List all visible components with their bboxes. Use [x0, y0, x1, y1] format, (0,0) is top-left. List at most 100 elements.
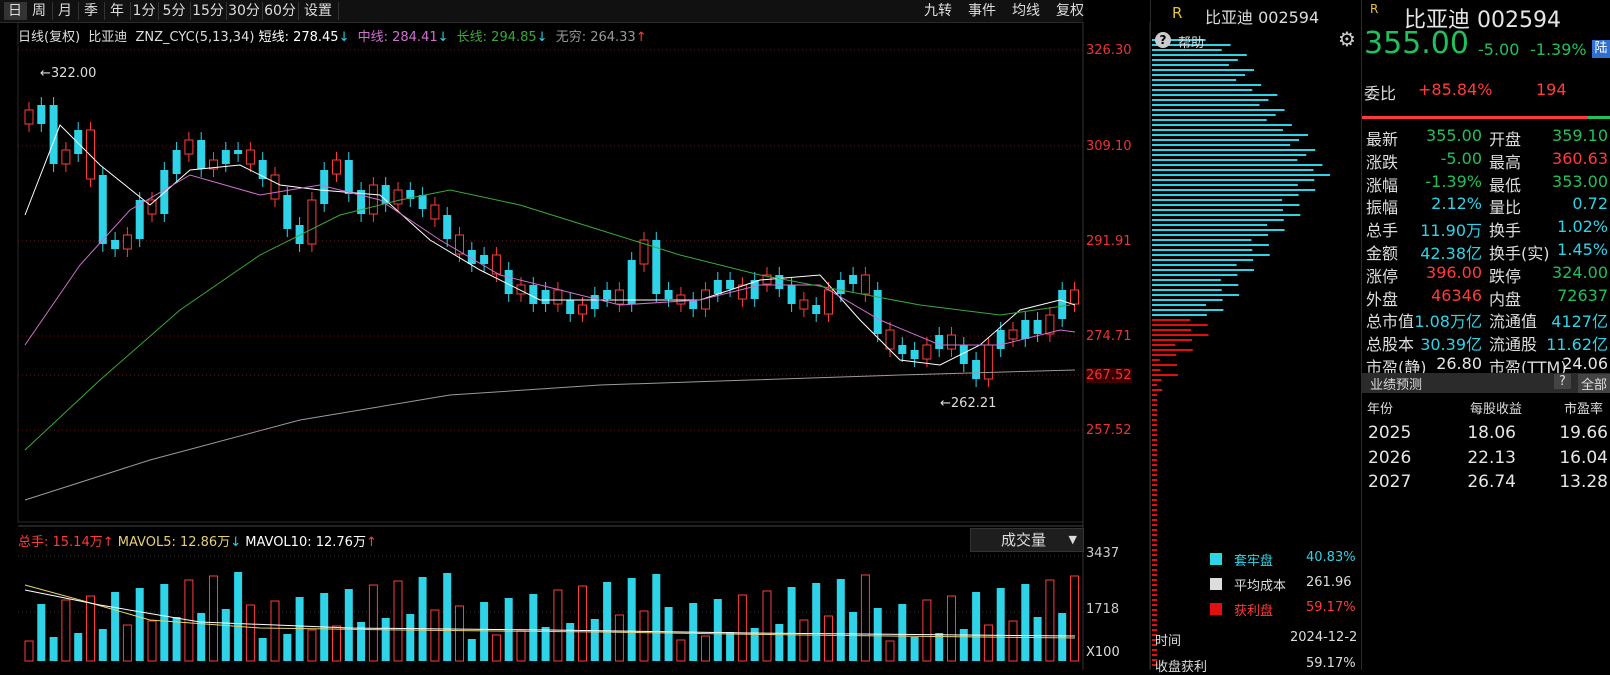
quote-label: 流通值	[1489, 312, 1538, 332]
vol-mavol10-arrow: ↑	[365, 535, 377, 550]
volume-bar	[750, 628, 759, 661]
gear-icon[interactable]: ⚙	[1338, 27, 1356, 51]
candle-body	[726, 280, 735, 289]
mavol10-line	[24, 589, 1076, 637]
period-tab[interactable]: 年	[104, 2, 131, 20]
candle-body	[689, 300, 698, 309]
period-tab[interactable]: 15分	[190, 2, 227, 20]
candle-body	[86, 129, 95, 180]
period-tab[interactable]: 季	[78, 2, 105, 20]
candle-body	[529, 285, 538, 304]
candle-body	[664, 290, 673, 299]
candle-body	[947, 334, 956, 350]
quote-label: 振幅	[1366, 198, 1399, 218]
price-axis-label: 267.52	[1086, 368, 1132, 383]
period-tab[interactable]: 1分	[130, 2, 159, 20]
vol-mavol10: MAVOL10: 12.76万	[245, 535, 366, 550]
period-tab[interactable]: 月	[52, 2, 79, 20]
quote-value: 72637	[1557, 285, 1608, 305]
candle-body	[480, 255, 489, 264]
candle-body	[430, 204, 440, 220]
chevron-down-icon: ▼	[1068, 533, 1077, 546]
plot-frame	[17, 21, 1084, 523]
quote-value: 1.02%	[1557, 217, 1608, 237]
volume-bar	[529, 594, 538, 661]
legend-swatch	[1210, 578, 1222, 590]
quote-value: 42.38亿	[1420, 244, 1482, 263]
quote-value: 359.10	[1552, 126, 1608, 145]
legend-long: 长线: 294.85	[456, 30, 537, 45]
forecast-cell: 2026	[1368, 447, 1412, 468]
volume-bar	[898, 604, 907, 661]
period-tab[interactable]: 日	[4, 2, 27, 20]
vol-total-arrow: ↑	[102, 535, 114, 550]
forecast-cell: 2027	[1368, 472, 1412, 492]
quote-value: -1.39%	[1425, 171, 1482, 191]
quote-label: 总手	[1366, 221, 1399, 241]
quote-label: 流通股	[1489, 335, 1538, 355]
volume-bar	[332, 625, 341, 662]
toolbar-option[interactable]: 事件	[968, 3, 996, 19]
forecast-title: 业绩预测	[1370, 378, 1423, 393]
forecast-cell: 19.66	[1559, 423, 1608, 443]
ma-long-line	[24, 189, 1071, 451]
period-tab[interactable]: 5分	[158, 2, 191, 20]
volume-bar	[996, 588, 1005, 661]
volume-bar	[959, 629, 968, 661]
quote-value: 4127亿	[1551, 312, 1608, 332]
volume-bar	[614, 614, 624, 662]
forecast-cell: 26.74	[1467, 472, 1516, 492]
quote-value: 353.00	[1552, 171, 1608, 191]
period-tab[interactable]: 设置	[298, 2, 339, 20]
legend-short: 短线: 278.45	[258, 30, 339, 45]
ma-inf-line	[24, 369, 1076, 501]
candle-body	[652, 240, 661, 294]
candle-body	[873, 290, 882, 334]
volume-bar	[676, 639, 686, 662]
weibi-count: 194	[1536, 80, 1567, 99]
candle-body	[49, 105, 58, 164]
volume-bar	[1021, 584, 1030, 661]
quote-value: 2.12%	[1431, 194, 1482, 214]
volume-bar	[258, 638, 267, 661]
candle-body	[1070, 289, 1079, 305]
toolbar-option[interactable]: 九转	[924, 3, 952, 19]
quote-value: 46346	[1431, 285, 1482, 305]
price-axis-label: 291.91	[1086, 234, 1132, 249]
candle-body	[516, 284, 526, 295]
indicator-select[interactable]: 成交量 ▼	[970, 528, 1084, 552]
period-tab[interactable]: 周	[26, 2, 53, 20]
candle-body	[61, 149, 71, 165]
candle-body	[455, 234, 464, 255]
toolbar-option[interactable]: 复权	[1056, 3, 1084, 19]
forecast-cell: 18.06	[1467, 423, 1516, 443]
period-tab[interactable]: 60分	[262, 2, 299, 20]
quote-value: 324.00	[1552, 262, 1608, 282]
period-tab[interactable]: 30分	[226, 2, 263, 20]
volume-bar	[836, 579, 845, 661]
quote-label: 总股本	[1366, 335, 1415, 355]
volume-bar	[455, 605, 464, 662]
candle-body	[172, 150, 181, 174]
candle-body	[578, 304, 587, 315]
forecast-col-eps: 每股收益	[1470, 402, 1523, 417]
candle-body	[996, 330, 1005, 349]
price-axis-label: 257.52	[1086, 423, 1132, 438]
volume-bar	[86, 595, 95, 662]
help-label[interactable]: 帮助	[1178, 36, 1205, 51]
forecast-all-link[interactable]: 全部	[1578, 374, 1610, 393]
volume-bar	[726, 632, 735, 661]
quote-label: 开盘	[1489, 130, 1522, 149]
price-axis-label: 309.10	[1086, 139, 1132, 154]
candle-body	[111, 240, 120, 249]
forecast-help-icon[interactable]: ?	[1554, 374, 1571, 389]
legend-mid-arrow: ↓	[437, 30, 449, 45]
quote-label: 总市值	[1366, 312, 1415, 332]
candle-body	[849, 275, 858, 284]
help-icon[interactable]: ?	[1155, 32, 1171, 48]
toolbar-option[interactable]: 均线	[1012, 3, 1040, 19]
volume-bar	[37, 604, 46, 661]
vol-total: 总手: 15.14万	[18, 535, 103, 550]
legend-mid: 中线: 284.41	[357, 30, 438, 45]
